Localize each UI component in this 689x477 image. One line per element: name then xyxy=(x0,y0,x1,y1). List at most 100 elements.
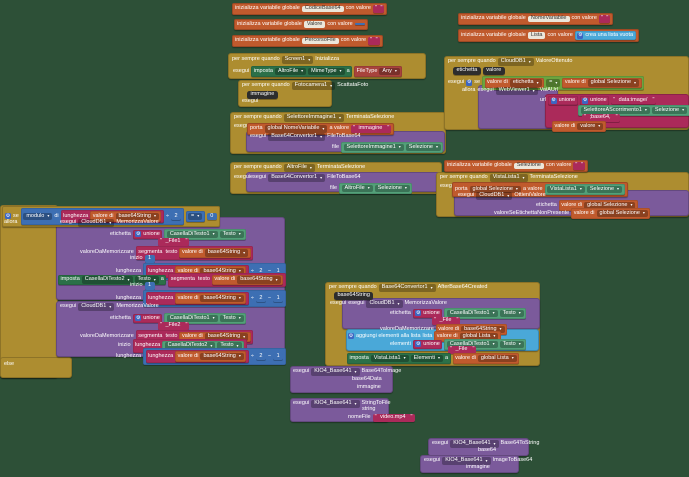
equals-dropdown[interactable]: = xyxy=(185,211,205,222)
filetype-helper-block[interactable]: FileType Any xyxy=(354,66,403,77)
component-property-getter[interactable]: SelettoreAScorrimento1Selezione xyxy=(578,105,689,116)
dropdown[interactable]: = xyxy=(188,212,203,220)
number-literal[interactable]: 1 xyxy=(144,255,155,263)
block-row[interactable]: etichetta valore di global Selezione xyxy=(536,200,638,211)
property-dropdown[interactable]: MimeType xyxy=(308,67,345,75)
component-dropdown[interactable]: KIO4_Base641 xyxy=(311,368,360,376)
block-row[interactable]: impostaCasellaDiTesto2Testoasegmenta tes… xyxy=(58,273,286,287)
mutator-gear-icon[interactable]: ⚙ xyxy=(415,309,422,317)
mutator-gear-icon[interactable]: ⚙ xyxy=(5,212,11,220)
block-row[interactable]: alloraeseguiWebViewer1VaiAUrl xyxy=(462,87,558,95)
get-value-block[interactable]: valore di global Selezione xyxy=(558,200,638,211)
setter-vistalista-elementi[interactable]: impostaVistaLista1Elementia xyxy=(347,353,451,364)
get-value-block[interactable]: valore di base64String xyxy=(90,211,162,222)
dropdown[interactable]: = xyxy=(546,79,561,87)
variable-name-field[interactable]: NomeVariabile xyxy=(527,15,570,22)
init-var-percorsofile[interactable]: inizializza variabile globale PercorsoFil… xyxy=(232,35,383,47)
block-row[interactable]: ;base64, xyxy=(582,114,620,122)
component-dropdown[interactable]: CasellaDiTesto2 xyxy=(164,342,216,350)
component-dropdown[interactable]: CloudDB1 xyxy=(366,300,403,308)
mutator-gear-icon[interactable]: ⚙ xyxy=(577,32,584,39)
block-row[interactable]: etichetta⚙unioneCasellaDiTesto1Testo xyxy=(110,229,247,240)
block-row[interactable]: base64Data xyxy=(352,376,382,383)
block-row[interactable]: immagine xyxy=(466,464,490,471)
component-dropdown[interactable]: VistaLista1 xyxy=(489,174,528,182)
mutator-gear-icon[interactable]: ⚙ xyxy=(550,97,557,104)
variable-dropdown[interactable]: base64String xyxy=(204,333,249,341)
component-dropdown[interactable]: Screen1 xyxy=(281,56,314,64)
component-dropdown[interactable]: CloudDB1 xyxy=(78,303,115,311)
component-dropdown[interactable]: VistaLista1 xyxy=(547,185,585,193)
block-row[interactable]: per sempre quandoSelettoreImmagine1Termi… xyxy=(234,114,394,122)
setter-mimetype[interactable]: impostaAltroFileMimeTypea xyxy=(251,66,353,77)
block-row[interactable]: ⚙ aggiungi elementi alla lista lista valore… xyxy=(348,331,501,342)
component-dropdown[interactable]: Base64Convertor1 xyxy=(268,174,326,182)
block-row[interactable]: esegui xyxy=(234,174,250,181)
property-dropdown[interactable]: Testo xyxy=(499,309,524,317)
get-value-block[interactable]: valore di valore xyxy=(552,121,606,132)
property-dropdown[interactable]: Selezione xyxy=(586,185,623,193)
get-value-block[interactable]: valore di etichetta xyxy=(484,77,545,88)
string-literal[interactable]: _File2 xyxy=(158,322,190,330)
string-literal[interactable]: data:image/ xyxy=(611,96,657,105)
variable-dropdown[interactable]: global Selezione xyxy=(587,79,640,87)
block-row[interactable]: _File2 xyxy=(158,322,190,330)
create-empty-list-block[interactable]: ⚙ crea una lista vuota xyxy=(574,31,636,40)
block-row[interactable]: valoreDaMemorizzare valore di base64String xyxy=(380,324,508,335)
block-row[interactable]: _File xyxy=(448,346,477,354)
init-var-valore[interactable]: inizializza variabile globale Valore con v… xyxy=(234,19,368,30)
block-row[interactable]: per sempre quandoFotocamera1ScattataFoto xyxy=(242,82,368,90)
join-block[interactable]: ⚙ unione xyxy=(132,313,163,323)
variable-name-field[interactable]: PercorsoFile xyxy=(301,37,339,44)
variable-name-field[interactable]: CodiceBase64 xyxy=(301,5,344,12)
block-row[interactable]: immagine xyxy=(247,91,278,99)
variable-dropdown[interactable]: global Selezione xyxy=(596,209,648,217)
component-dropdown[interactable]: AltroFile xyxy=(283,164,315,172)
get-value-block[interactable]: valore di global Selezione xyxy=(571,208,651,219)
variable-dropdown[interactable]: base64String xyxy=(237,276,281,284)
join-block[interactable]: ⚙ unione xyxy=(548,96,578,105)
block-row[interactable]: inizio 1 xyxy=(130,282,155,290)
component-dropdown[interactable]: CloudDB1 xyxy=(78,219,115,227)
join-block[interactable]: ⚙ unione xyxy=(132,229,163,239)
mutator-gear-icon[interactable]: ⚙ xyxy=(135,314,142,322)
component-dropdown[interactable]: KIO4_Base641 xyxy=(311,400,360,408)
number-literal[interactable]: 1 xyxy=(273,267,284,275)
block-row[interactable]: string xyxy=(362,406,375,413)
join-block[interactable]: ⚙ unione xyxy=(412,308,443,318)
block-row[interactable]: allora xyxy=(4,219,17,226)
variable-dropdown[interactable]: base64String xyxy=(204,249,249,257)
mutator-gear-icon[interactable]: ⚙ xyxy=(415,340,422,348)
block-row[interactable]: _File1 xyxy=(158,238,190,246)
component-dropdown[interactable]: KIO4_Base641 xyxy=(442,457,491,465)
get-value-block[interactable]: valore di global Lista xyxy=(452,353,520,364)
get-value-block[interactable]: valore di base64String xyxy=(179,331,251,342)
number-literal[interactable]: 2 xyxy=(255,352,266,360)
component-dropdown[interactable]: VistaLista1 xyxy=(370,354,409,362)
number-literal[interactable] xyxy=(354,23,365,26)
component-dropdown[interactable]: SelettoreImmagine1 xyxy=(343,143,404,151)
string-literal[interactable]: immagine xyxy=(351,125,392,133)
block-row[interactable]: per sempre quandoAltroFileTerminataSelez… xyxy=(234,164,365,172)
event-param-chip[interactable]: immagine xyxy=(247,91,278,99)
dropdown[interactable]: Any xyxy=(379,67,400,75)
get-value-block[interactable]: valore di base64String xyxy=(175,266,247,277)
component-property-getter[interactable]: CasellaDiTesto1Testo xyxy=(444,308,527,319)
string-literal[interactable] xyxy=(598,15,611,23)
number-literal[interactable]: 2 xyxy=(171,212,181,220)
component-property-getter[interactable]: CasellaDiTesto1Testo xyxy=(444,339,527,350)
number-literal[interactable]: 1 xyxy=(144,282,155,290)
block-row[interactable]: esegui xyxy=(440,183,456,190)
block-row[interactable]: valore di valore xyxy=(552,121,606,132)
property-dropdown[interactable]: Selezione xyxy=(651,106,688,114)
variable-name-field[interactable]: Lista xyxy=(527,32,546,39)
string-literal[interactable] xyxy=(373,5,385,13)
block-row[interactable]: inizio 1 xyxy=(130,255,155,263)
block-row[interactable]: elementi⚙unioneCasellaDiTesto1Testo xyxy=(390,339,527,350)
get-value-block[interactable]: valore di global Selezione xyxy=(562,77,642,88)
string-literal[interactable]: _File1 xyxy=(158,238,190,246)
